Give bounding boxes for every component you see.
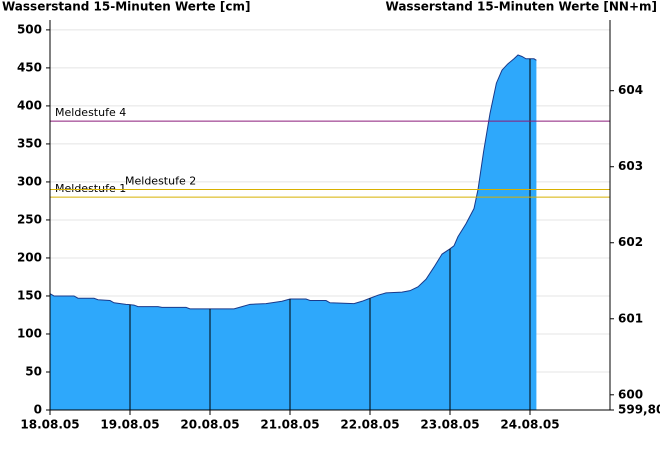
x-tick-label: 22.08.05 — [340, 418, 399, 432]
y-tick-label: 200 — [17, 250, 42, 264]
y-tick-label: 250 — [17, 212, 42, 226]
y-tick-label: 350 — [17, 136, 42, 150]
y2-tick-label: 599,80 — [618, 403, 660, 417]
x-tick-label: 23.08.05 — [420, 418, 479, 432]
x-tick-label: 19.08.05 — [100, 418, 159, 432]
y-tick-label: 50 — [25, 364, 42, 378]
x-tick-label: 20.08.05 — [180, 418, 239, 432]
y2-tick-label: 603 — [618, 159, 643, 173]
y-tick-label: 400 — [17, 98, 42, 112]
x-tick-label: 21.08.05 — [260, 418, 319, 432]
y2-tick-label: 600 — [618, 387, 643, 401]
x-tick-label: 24.08.05 — [500, 418, 559, 432]
y2-tick-label: 604 — [618, 83, 643, 97]
right-axis-title: Wasserstand 15-Minuten Werte [NN+m] — [386, 0, 657, 14]
y-tick-label: 150 — [17, 288, 42, 302]
y-tick-label: 300 — [17, 174, 42, 188]
y-tick-label: 500 — [17, 22, 42, 36]
area — [50, 54, 537, 410]
threshold-label: Meldestufe 2 — [125, 175, 196, 188]
threshold-label: Meldestufe 4 — [55, 106, 126, 119]
x-tick-label: 18.08.05 — [20, 418, 79, 432]
y-tick-label: 100 — [17, 326, 42, 340]
area-outline — [49, 54, 537, 310]
y2-tick-label: 601 — [618, 311, 643, 325]
threshold-label: Meldestufe 1 — [55, 182, 126, 195]
y2-tick-label: 602 — [618, 235, 643, 249]
y-tick-label: 450 — [17, 60, 42, 74]
y-tick-label: 0 — [34, 403, 42, 417]
chart-title: Wasserstand 15-Minuten Werte [cm] — [2, 0, 250, 14]
